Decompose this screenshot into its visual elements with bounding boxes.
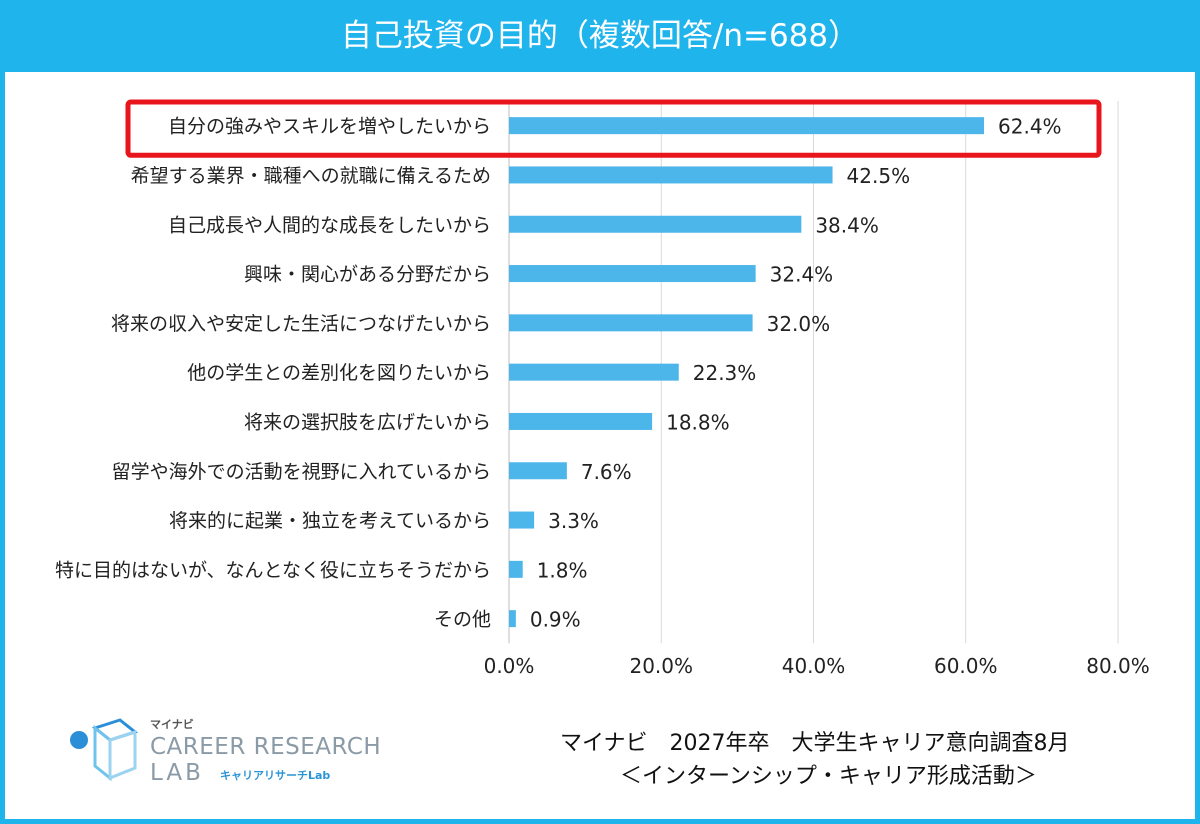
bar — [509, 511, 535, 529]
source-line-1: マイナビ 2027年卒 大学生キャリア意向調査8月 — [560, 731, 1070, 756]
bar — [509, 363, 679, 381]
bar — [509, 265, 756, 283]
x-tick-label: 40.0% — [782, 654, 846, 678]
bar — [509, 412, 653, 430]
title-bar: 自己投資の目的（複数回答/n=688） — [0, 0, 1200, 72]
category-label: 他の学生との差別化を図りたいから — [187, 362, 491, 384]
category-label: 将来の選択肢を広げたいから — [244, 411, 491, 433]
category-label: 留学や海外での活動を視野に入れているから — [112, 461, 491, 483]
category-label: その他 — [434, 609, 491, 631]
x-tick-label: 0.0% — [484, 654, 535, 678]
logo-main-text: CAREER RESEARCH — [150, 734, 382, 760]
value-label: 32.0% — [767, 312, 831, 336]
value-label: 42.5% — [847, 164, 911, 188]
highlight-box — [125, 99, 1102, 158]
logo-sub-text: キャリアリサーチLab — [220, 769, 331, 782]
x-tick-label: 60.0% — [934, 654, 998, 678]
source-line-2: ＜インターンシップ・キャリア形成活動＞ — [620, 764, 1037, 789]
chart-title: 自己投資の目的（複数回答/n=688） — [340, 18, 860, 54]
bar — [509, 560, 523, 578]
category-label: 将来の収入や安定した生活につなげたいから — [111, 313, 491, 335]
bar — [509, 610, 516, 628]
category-label: 希望する業界・職種への就職に備えるため — [131, 165, 491, 187]
bar — [509, 215, 802, 233]
value-label: 22.3% — [693, 361, 757, 385]
value-label: 62.4% — [998, 115, 1062, 139]
value-label: 0.9% — [530, 608, 581, 632]
value-label: 7.6% — [581, 460, 632, 484]
value-label: 3.3% — [548, 509, 599, 533]
career-research-lab-logo: マイナビ CAREER RESEARCH LAB キャリアリサーチLab — [65, 718, 405, 788]
category-label: 自分の強みやスキルを増やしたいから — [168, 116, 491, 138]
value-label: 18.8% — [666, 410, 730, 434]
category-label: 特に目的はないが、なんとなく役に立ちそうだから — [55, 559, 491, 581]
x-tick-label: 80.0% — [1086, 654, 1150, 678]
value-label: 38.4% — [815, 213, 879, 237]
logo-mynavi-text: マイナビ — [150, 718, 194, 731]
cube-logo-icon — [70, 718, 139, 782]
category-label: 将来的に起業・独立を考えているから — [169, 510, 491, 532]
bar — [509, 462, 567, 480]
category-label: 興味・関心がある分野だから — [244, 264, 491, 286]
bar — [509, 314, 753, 332]
x-tick-label: 20.0% — [629, 654, 693, 678]
bar-chart: 自分の強みやスキルを増やしたいから 62.4% 希望する業界・職種への就職に備えるた… — [55, 99, 1150, 678]
value-label: 32.4% — [770, 263, 834, 287]
bar — [509, 117, 985, 135]
logo-lab-text: LAB — [150, 760, 204, 786]
bar — [509, 166, 833, 184]
value-label: 1.8% — [537, 558, 588, 582]
category-label: 自己成長や人間的な成長をしたいから — [168, 214, 491, 236]
